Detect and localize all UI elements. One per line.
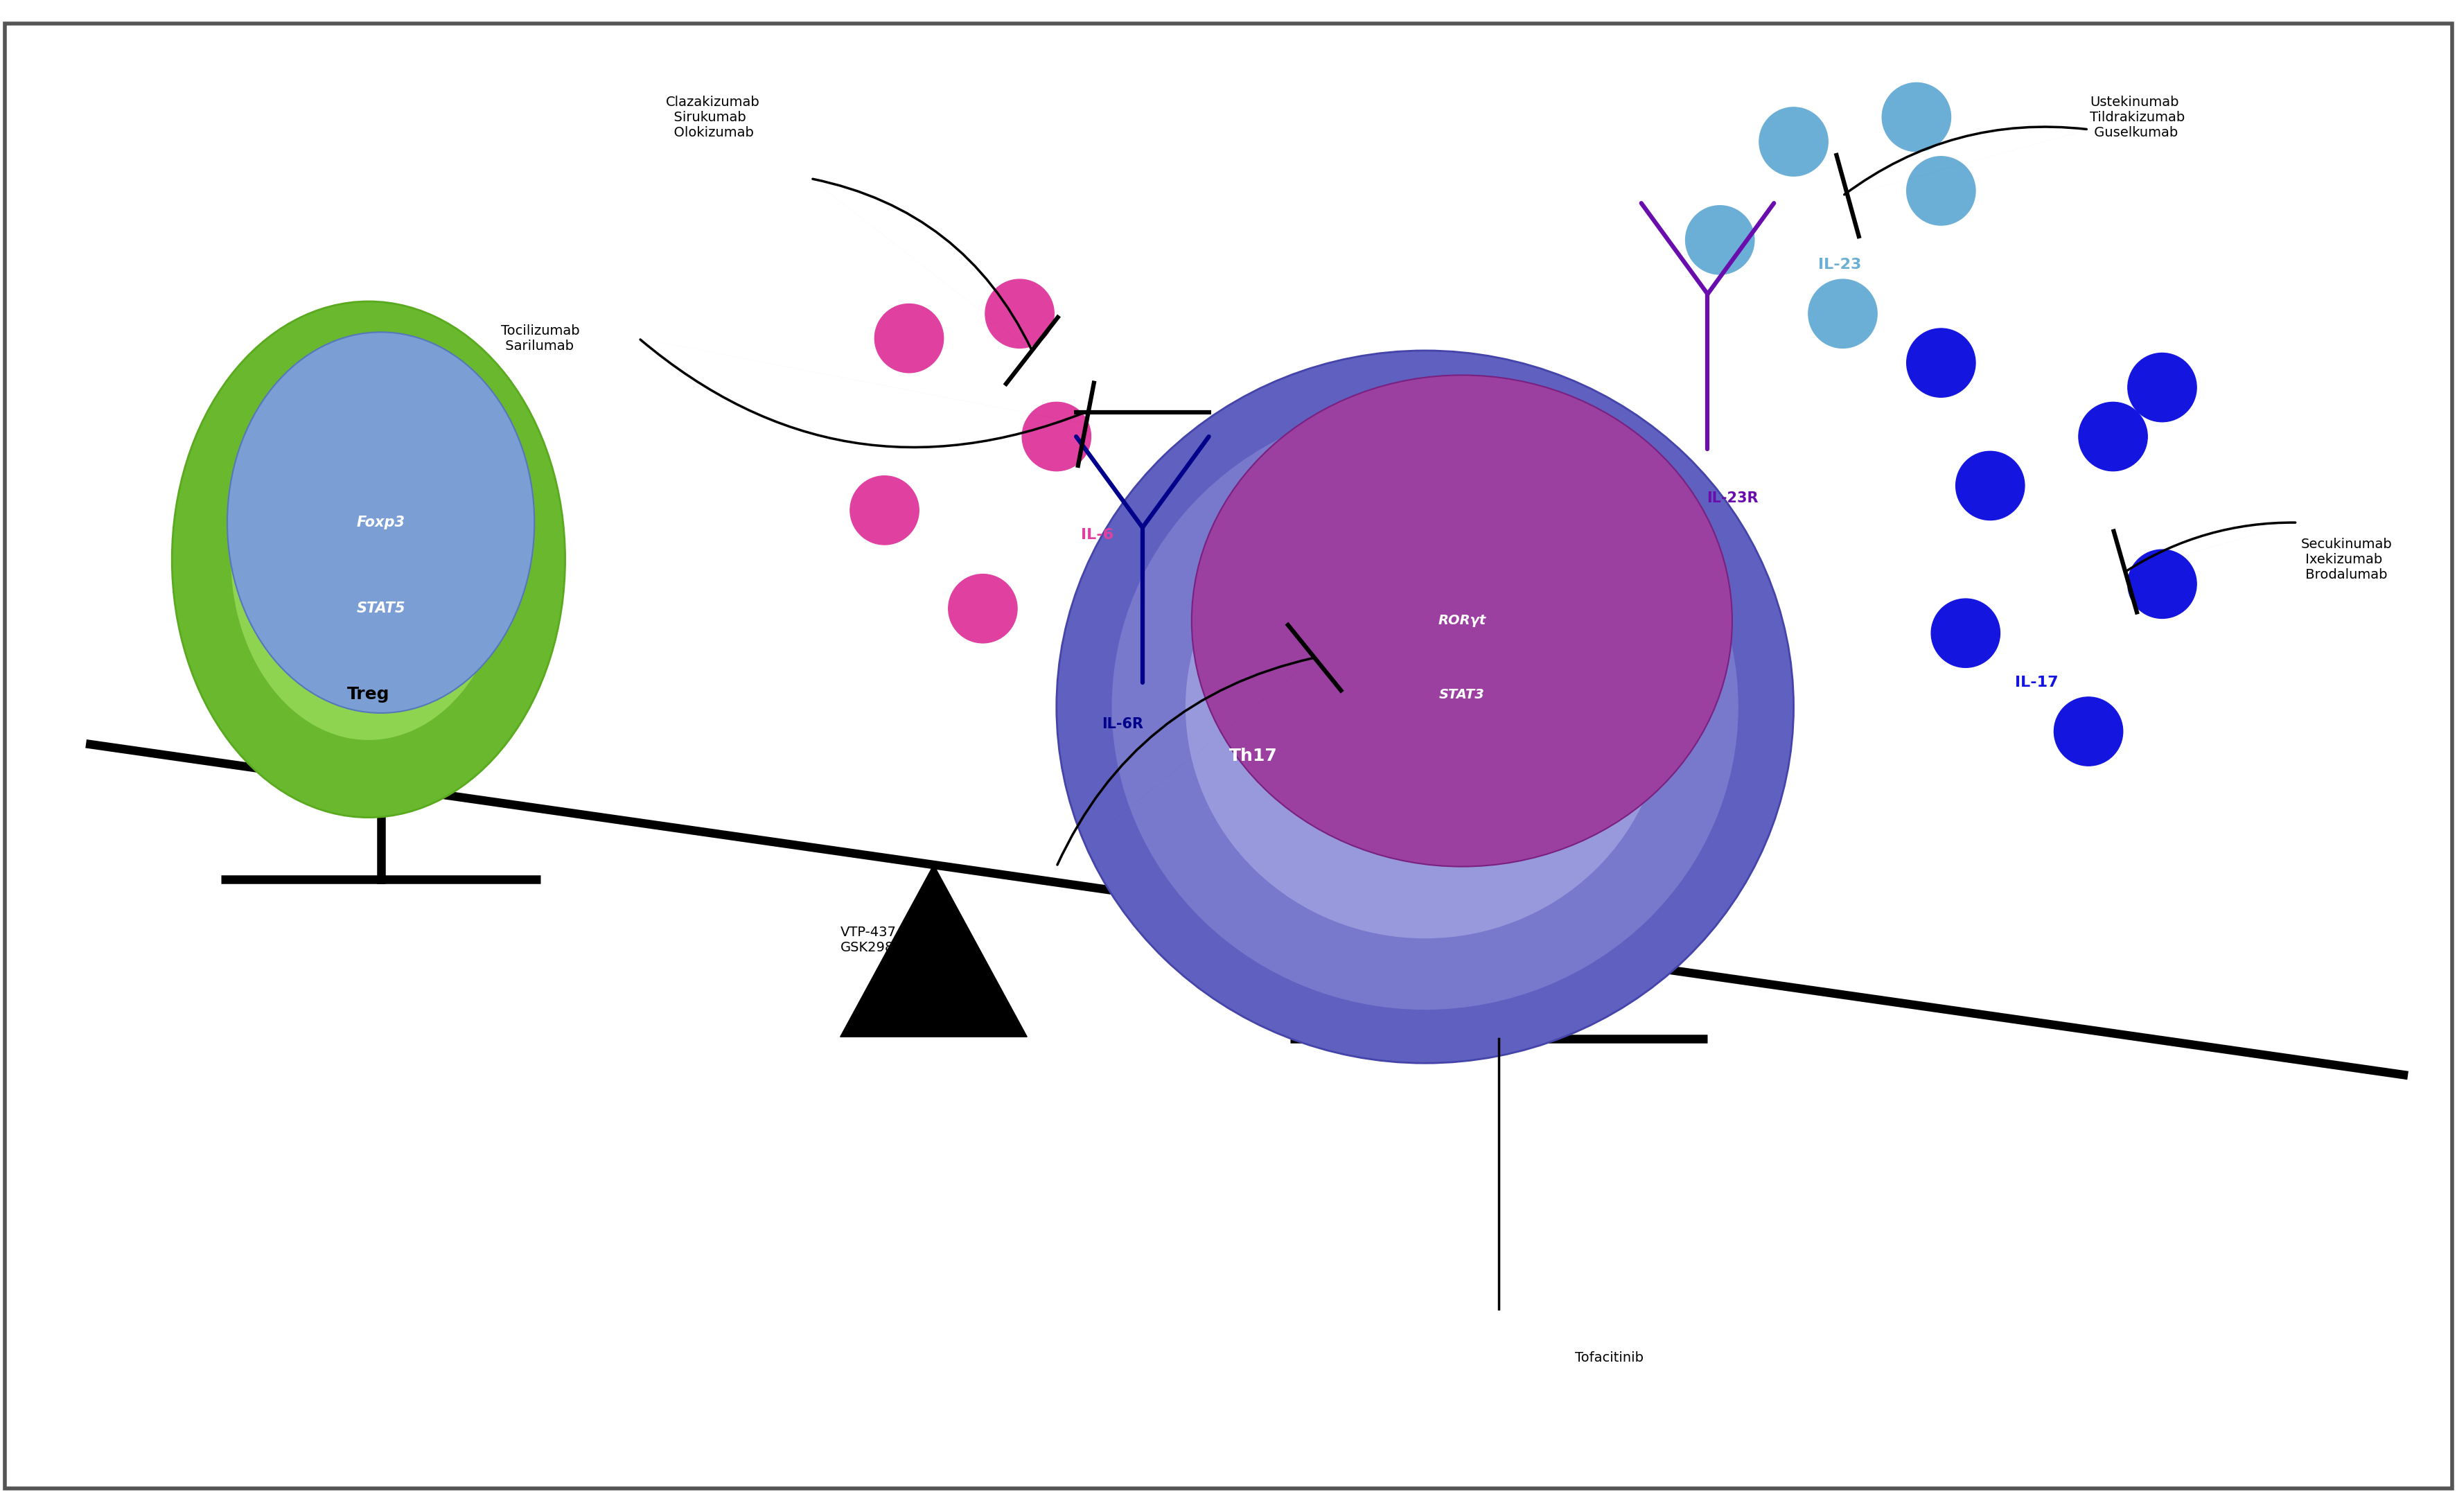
- Text: IL-23R: IL-23R: [1705, 491, 1759, 505]
- Text: Foxp3: Foxp3: [356, 516, 405, 529]
- Circle shape: [985, 280, 1054, 348]
- Circle shape: [1907, 328, 1975, 398]
- Circle shape: [1759, 107, 1828, 175]
- Ellipse shape: [229, 333, 536, 714]
- Circle shape: [2079, 402, 2147, 470]
- Ellipse shape: [172, 301, 565, 818]
- Circle shape: [1022, 402, 1091, 470]
- Ellipse shape: [1192, 375, 1732, 866]
- Text: VTP-43742
GSK2981278: VTP-43742 GSK2981278: [840, 925, 929, 954]
- Text: Clazakizumab
  Sirukumab
  Olokizumab: Clazakizumab Sirukumab Olokizumab: [666, 95, 759, 139]
- Ellipse shape: [290, 457, 447, 662]
- Text: Ustekinumab
Tildrakizumab
 Guselkumab: Ustekinumab Tildrakizumab Guselkumab: [2091, 95, 2184, 139]
- Circle shape: [2054, 697, 2123, 767]
- Circle shape: [1882, 83, 1951, 151]
- Text: IL-6R: IL-6R: [1103, 717, 1143, 730]
- Text: Secukinumab
 Ixekizumab
 Brodalumab: Secukinumab Ixekizumab Brodalumab: [2300, 538, 2393, 581]
- Text: Tofacitinib: Tofacitinib: [1575, 1352, 1644, 1365]
- Ellipse shape: [1057, 351, 1794, 1063]
- Polygon shape: [840, 865, 1027, 1037]
- Circle shape: [875, 304, 943, 372]
- Ellipse shape: [1111, 404, 1737, 1010]
- Circle shape: [2128, 352, 2197, 422]
- Circle shape: [850, 476, 919, 544]
- Text: Tocilizumab
 Sarilumab: Tocilizumab Sarilumab: [501, 324, 580, 352]
- Ellipse shape: [1184, 475, 1666, 939]
- Text: RORγt: RORγt: [1437, 614, 1486, 627]
- Circle shape: [2128, 549, 2197, 618]
- Text: IL-17: IL-17: [2015, 676, 2059, 689]
- Circle shape: [948, 575, 1017, 643]
- Ellipse shape: [231, 380, 506, 739]
- Circle shape: [1931, 599, 2000, 667]
- Circle shape: [1686, 206, 1754, 274]
- Text: Treg: Treg: [346, 686, 391, 703]
- Circle shape: [1808, 280, 1877, 348]
- Circle shape: [1907, 156, 1975, 225]
- Text: STAT5: STAT5: [356, 602, 405, 615]
- Text: IL-23: IL-23: [1818, 257, 1862, 272]
- Text: IL-6: IL-6: [1081, 528, 1113, 541]
- Text: STAT3: STAT3: [1440, 688, 1484, 702]
- Circle shape: [1956, 451, 2025, 520]
- Text: Th17: Th17: [1228, 748, 1278, 764]
